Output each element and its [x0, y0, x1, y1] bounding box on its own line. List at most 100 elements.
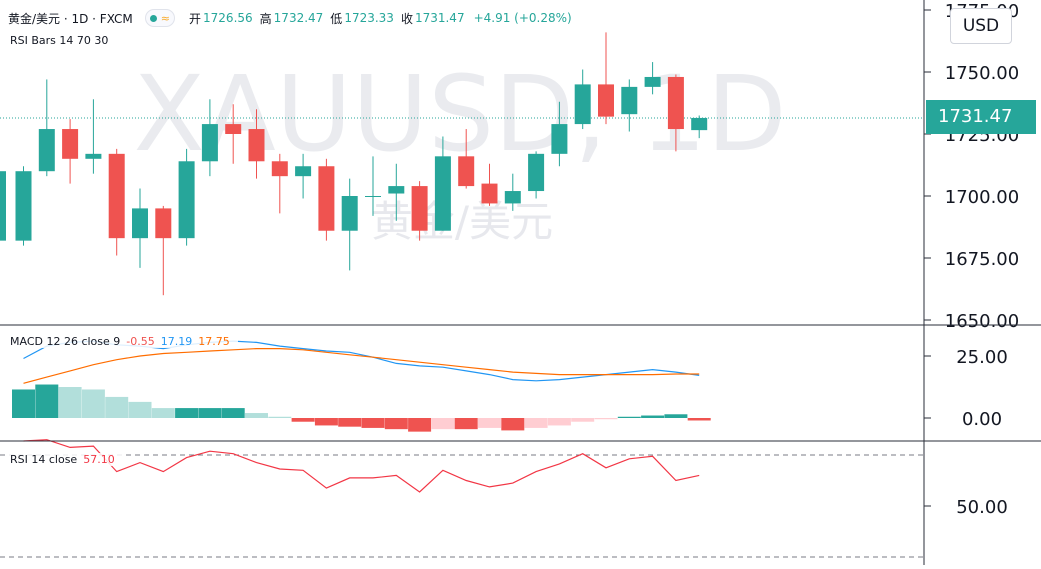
- macd-histogram-bar[interactable]: [81, 389, 105, 418]
- macd-histogram-bar[interactable]: [617, 416, 641, 418]
- symbol-title[interactable]: 黄金/美元 · 1D · FXCM: [8, 11, 133, 26]
- macd-histogram-bar[interactable]: [175, 408, 199, 418]
- candle[interactable]: [85, 99, 102, 174]
- macd-histogram-bar[interactable]: [151, 408, 175, 418]
- candle[interactable]: [411, 181, 428, 241]
- candle[interactable]: [551, 101, 568, 167]
- market-status[interactable]: ≈: [144, 9, 176, 27]
- macd-legend[interactable]: MACD 12 26 close 9 -0.55 17.19 17.75: [8, 335, 238, 348]
- macd-histogram-bar[interactable]: [384, 418, 408, 430]
- candle[interactable]: [644, 62, 661, 95]
- candle[interactable]: [62, 119, 79, 184]
- candle[interactable]: [528, 151, 545, 199]
- candle[interactable]: [225, 104, 242, 164]
- macd-pane[interactable]: 0.00 25.00: [12, 340, 1008, 432]
- last-price-tag: 1731.47: [926, 100, 1036, 134]
- candle[interactable]: [271, 153, 288, 214]
- rsi-legend[interactable]: RSI 14 close 57.10: [8, 453, 123, 466]
- candle[interactable]: [295, 153, 312, 199]
- macd-histogram-bar[interactable]: [12, 389, 35, 418]
- candle-body: [691, 117, 708, 131]
- macd-axis-label: 0.00: [962, 409, 1002, 430]
- candle[interactable]: [38, 79, 55, 177]
- macd-histogram-bar[interactable]: [58, 387, 82, 418]
- macd-histogram-bar[interactable]: [524, 418, 548, 428]
- candle-body: [15, 171, 32, 241]
- candle-body: [178, 161, 195, 239]
- candle[interactable]: [691, 115, 708, 139]
- rsi-line[interactable]: [23, 439, 700, 493]
- candle[interactable]: [481, 163, 498, 206]
- macd-histogram-bar[interactable]: [198, 408, 222, 418]
- macd-histogram-bar[interactable]: [105, 396, 129, 418]
- candle[interactable]: [178, 148, 195, 246]
- rsi-bars-legend[interactable]: RSI Bars 14 70 30: [8, 34, 117, 47]
- open-value: 1726.56: [203, 11, 253, 25]
- macd-histogram-bar[interactable]: [361, 418, 385, 428]
- candle[interactable]: [458, 129, 475, 189]
- watermark-name: 黄金/美元: [371, 197, 553, 246]
- high-value: 1732.47: [273, 11, 324, 25]
- candle[interactable]: [132, 188, 148, 268]
- macd-histogram-bar[interactable]: [594, 418, 618, 420]
- candle-body: [201, 124, 218, 162]
- macd-histogram-bar[interactable]: [641, 415, 665, 418]
- candle[interactable]: [434, 136, 451, 231]
- macd-signal-value: 17.75: [198, 335, 230, 348]
- macd-histogram-bar[interactable]: [245, 413, 268, 418]
- macd-histogram-bar[interactable]: [268, 416, 292, 418]
- macd-histogram-bar[interactable]: [687, 418, 711, 421]
- low-label: 低: [330, 11, 343, 26]
- candle[interactable]: [155, 205, 172, 296]
- candle-body: [598, 84, 614, 117]
- macd-histogram-bar[interactable]: [571, 418, 595, 422]
- candle[interactable]: [365, 156, 381, 216]
- candle-body: [411, 186, 428, 231]
- macd-histogram-bar[interactable]: [314, 418, 338, 426]
- candle-body: [551, 124, 568, 154]
- macd-histogram-bar[interactable]: [454, 418, 478, 430]
- wave-icon: ≈: [160, 11, 171, 25]
- macd-histogram-bar[interactable]: [547, 418, 571, 426]
- macd-signal-line[interactable]: [23, 348, 700, 384]
- macd-histogram-bar[interactable]: [338, 418, 362, 427]
- candle-body: [434, 156, 451, 231]
- high-label: 高: [259, 11, 272, 26]
- price-axis-label: 1675.00: [945, 249, 1019, 270]
- candle[interactable]: [598, 32, 614, 125]
- macd-histogram-bar[interactable]: [35, 384, 59, 418]
- macd-line-value: 17.19: [160, 335, 193, 348]
- rsi-value: 57.10: [83, 453, 115, 466]
- candle-body: [132, 208, 148, 239]
- rsi-pane[interactable]: 50.00: [0, 439, 1008, 558]
- macd-histogram-bar[interactable]: [408, 418, 432, 432]
- macd-histogram-bar[interactable]: [221, 408, 245, 418]
- candle[interactable]: [108, 148, 125, 256]
- candle[interactable]: [201, 99, 218, 177]
- macd-histogram-bar[interactable]: [291, 418, 315, 422]
- candle[interactable]: [621, 79, 638, 132]
- market-open-dot-icon: [149, 14, 157, 22]
- price-axis-label: 1650.00: [945, 311, 1019, 332]
- macd-histogram-bar[interactable]: [431, 418, 455, 430]
- macd-histogram-bar[interactable]: [501, 418, 525, 431]
- candle[interactable]: [574, 69, 591, 130]
- macd-histogram-bar[interactable]: [128, 401, 152, 418]
- rsi-title: RSI 14 close: [10, 453, 78, 466]
- macd-histogram-bar[interactable]: [664, 414, 688, 418]
- candle[interactable]: [667, 74, 684, 152]
- currency-button[interactable]: USD: [950, 8, 1012, 44]
- candle[interactable]: [504, 173, 521, 211]
- open-label: 开: [189, 11, 202, 26]
- candle[interactable]: [318, 158, 335, 241]
- candle-partial[interactable]: [0, 171, 6, 241]
- candle-body: [388, 186, 405, 194]
- candle[interactable]: [15, 166, 32, 246]
- macd-histogram-bar[interactable]: [478, 418, 501, 428]
- candle[interactable]: [388, 163, 405, 221]
- candle[interactable]: [248, 109, 265, 179]
- candle[interactable]: [341, 178, 358, 271]
